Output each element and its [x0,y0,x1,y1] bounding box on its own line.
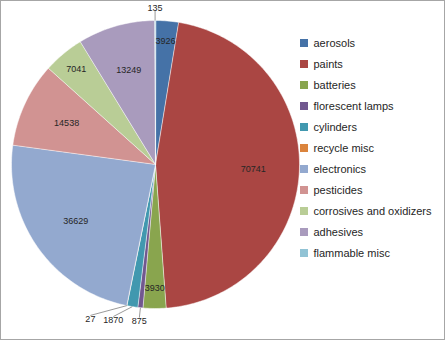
svg-text:27: 27 [85,314,95,324]
svg-text:florescent lamps: florescent lamps [314,100,395,112]
svg-text:aerosols: aerosols [314,37,356,49]
svg-text:7041: 7041 [66,64,86,74]
svg-text:corrosives and oxidizers: corrosives and oxidizers [314,205,432,217]
svg-text:3930: 3930 [145,283,165,293]
svg-text:pesticides: pesticides [314,184,363,196]
svg-text:3926: 3926 [155,36,175,46]
svg-text:36629: 36629 [63,216,88,226]
svg-text:electronics: electronics [314,163,367,175]
svg-text:135: 135 [148,3,163,13]
svg-text:adhesives: adhesives [314,226,364,238]
svg-text:batteries: batteries [314,79,357,91]
svg-text:recycle misc: recycle misc [314,142,375,154]
svg-text:cylinders: cylinders [314,121,358,133]
svg-text:1870: 1870 [103,315,123,325]
svg-text:875: 875 [132,316,147,326]
svg-text:14538: 14538 [54,118,79,128]
svg-text:flammable misc: flammable misc [314,247,391,259]
svg-text:13249: 13249 [116,65,141,75]
svg-text:70741: 70741 [241,164,266,174]
svg-text:paints: paints [314,58,344,70]
